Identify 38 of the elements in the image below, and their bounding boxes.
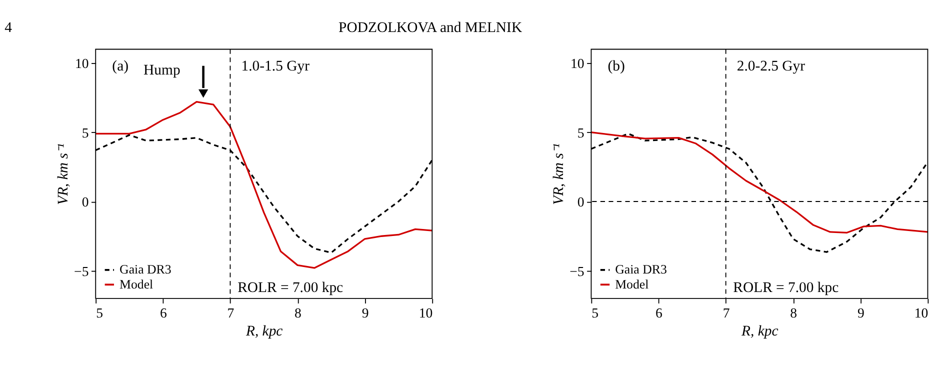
annotation: (b) (608, 58, 626, 74)
x-tick-label: 9 (857, 305, 864, 320)
x-tick-label: 8 (790, 305, 798, 320)
x-tick-label: 10 (914, 305, 928, 320)
x-tick-label: 5 (592, 305, 599, 320)
annotation: ROLR = 7.00 kpc (733, 280, 840, 296)
x-axis-title: R, kpc (740, 324, 779, 340)
line-series (590, 131, 929, 234)
y-axis-title: VR, km s⁻¹ (551, 144, 568, 205)
x-tick-label: 6 (656, 305, 663, 320)
text: PODZOLKOVA and MELNIK (338, 20, 522, 36)
annotation: Hump (144, 62, 180, 78)
y-tick-label: 5 (577, 125, 584, 140)
x-tick-label: 7 (227, 305, 234, 320)
text: 4 (4, 20, 13, 36)
y-tick-label: 10 (570, 56, 584, 72)
y-tick-label: 0 (82, 194, 89, 210)
x-tick-label: 10 (418, 305, 433, 320)
x-tick-label: 6 (160, 305, 167, 320)
legend-label: Gaia DR3 (120, 262, 172, 277)
legend-label: Model (120, 277, 154, 292)
legend-label: Gaia DR3 (615, 262, 667, 277)
annotation: 1.0-1.5 Gyr (241, 58, 310, 74)
legend-label: Model (615, 277, 650, 292)
y-tick-label: 10 (74, 56, 89, 72)
y-tick-label: −5 (74, 264, 89, 279)
annotation: ROLR = 7.00 kpc (238, 280, 344, 296)
y-tick-label: −5 (570, 264, 584, 279)
y-tick-label: 0 (577, 194, 584, 210)
x-tick-label: 5 (96, 305, 104, 320)
annotation: 2.0-2.5 Gyr (736, 58, 806, 74)
x-axis-title: R, kpc (244, 324, 284, 340)
x-tick-label: 8 (294, 305, 302, 320)
y-tick-label: 5 (82, 125, 89, 140)
x-tick-label: 9 (362, 305, 369, 320)
annotation: (a) (112, 58, 129, 74)
x-tick-label: 7 (722, 305, 730, 320)
y-axis-title: VR, km s⁻¹ (56, 144, 72, 205)
